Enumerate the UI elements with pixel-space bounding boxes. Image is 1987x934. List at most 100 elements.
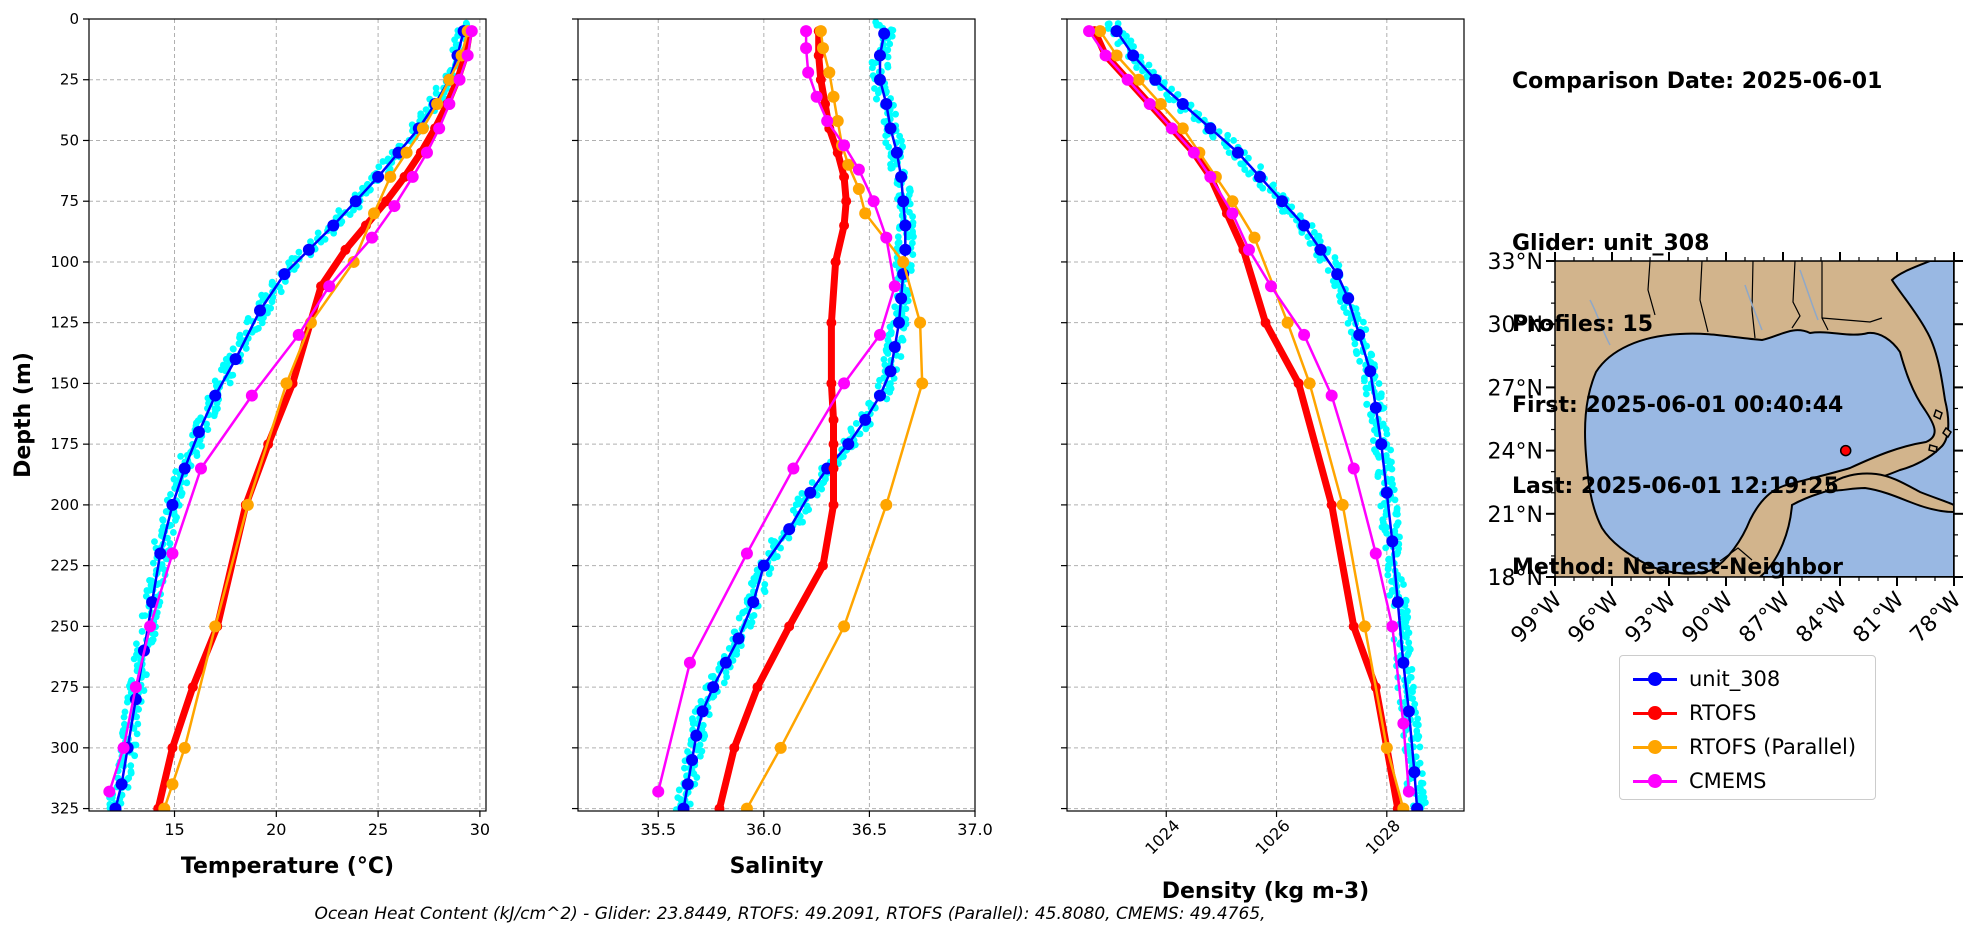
glider-scatter-point (197, 414, 205, 422)
glider-scatter-point (143, 671, 150, 679)
glider-scatter-point (898, 137, 905, 145)
series-point (1149, 73, 1162, 86)
glider-scatter-point (1377, 393, 1385, 401)
map-rivers (1589, 269, 1819, 346)
glider-scatter-point (808, 479, 816, 486)
series-point (1231, 146, 1244, 159)
glider-scatter-point (894, 233, 902, 241)
series-point (800, 25, 813, 38)
x-axis-label: Density (kg m-3) (1162, 879, 1370, 904)
glider-scatter-point (133, 730, 141, 738)
y-tick-label: 200 (50, 496, 79, 514)
glider-scatter-point (235, 340, 243, 348)
glider-scatter-point (335, 207, 343, 214)
series-point (368, 207, 381, 220)
series-line (656, 31, 897, 792)
last-time-text: Last: 2025-06-01 12:19:25 (1512, 474, 1839, 499)
glider-scatter-point (167, 491, 174, 498)
series-point (683, 656, 696, 669)
glider-scatter-point (1245, 170, 1253, 178)
map-gulf-water (1584, 329, 1936, 575)
glider-scatter-point (886, 388, 894, 396)
series-point (254, 304, 267, 317)
series-point (899, 219, 912, 232)
glider-scatter-point (1361, 377, 1368, 385)
legend-label-rtofs: RTOFS (1689, 701, 1757, 725)
glider-scatter-point (158, 527, 166, 535)
series-point (1298, 328, 1311, 341)
series-point (1083, 25, 1096, 38)
glider-scatter-point (884, 61, 892, 69)
glider-scatter-point (1402, 618, 1410, 626)
series-point (880, 98, 893, 111)
glider-scatter-point (203, 420, 211, 428)
map-lat-label: 24°N (1488, 440, 1543, 465)
series-point (1342, 292, 1355, 305)
series-point (828, 499, 839, 510)
series-point (681, 778, 694, 791)
glider-name-text: Glider: unit_308 (1512, 231, 1710, 256)
series-point (209, 620, 222, 633)
glider-scatter-point (805, 506, 813, 514)
glider-scatter-point (1393, 510, 1401, 518)
series-point (817, 560, 828, 571)
glider-scatter-point (1353, 350, 1361, 358)
glider-scatter-point (869, 64, 876, 72)
glider-scatter-point (1416, 743, 1424, 751)
series-point (852, 183, 865, 196)
series-point (707, 681, 720, 694)
series-point (167, 742, 178, 753)
series-point (388, 200, 401, 213)
series-point (349, 195, 362, 208)
glider-scatter-point (1379, 516, 1387, 523)
series-point (465, 25, 478, 38)
axes-frame (577, 18, 976, 812)
glider-scatter-point (909, 251, 917, 258)
y-tick-label: 25 (60, 71, 79, 89)
series-point (884, 365, 897, 378)
glider-scatter-point (1391, 496, 1399, 504)
map-islands (1928, 408, 1952, 453)
series-point (1293, 378, 1304, 389)
glider-scatter-point (1412, 720, 1420, 728)
series-point (1154, 98, 1167, 111)
glider-scatter-point (133, 713, 141, 721)
glider-scatter-point (696, 741, 704, 749)
glider-scatter-point (134, 720, 142, 728)
glider-scatter-point (295, 248, 303, 256)
series-point (828, 463, 839, 474)
series-point (187, 682, 198, 693)
series-line (1091, 29, 1402, 810)
series-point (384, 170, 397, 183)
series-point (340, 244, 351, 255)
series-point (1369, 401, 1382, 414)
series-point (841, 196, 852, 207)
glider-scatter-point (1369, 437, 1377, 445)
glider-scatter-point (226, 379, 234, 387)
glider-scatter-point (1225, 149, 1233, 157)
series-point (178, 462, 191, 475)
series-point (365, 231, 378, 244)
legend-item-cmems: CMEMS (1620, 764, 1875, 798)
y-tick-label: 150 (50, 374, 79, 392)
glider-scatter-point (1337, 298, 1344, 306)
glider-scatter-point (1259, 184, 1267, 192)
glider-scatter-point (131, 752, 139, 760)
series-point (1176, 98, 1189, 111)
glider-scatter-point (874, 89, 882, 97)
glider-scatter-point (1362, 384, 1370, 392)
series-point (1204, 170, 1217, 183)
glider-scatter-point (886, 40, 894, 48)
series-point (899, 243, 912, 256)
series-point (800, 42, 813, 55)
series-point (1176, 122, 1189, 135)
glider-scatter-point (417, 110, 425, 118)
y-tick-label: 325 (50, 800, 79, 818)
series-point (774, 741, 787, 754)
series-point (830, 256, 841, 267)
series-point (859, 207, 872, 220)
glider-scatter-point (379, 158, 387, 165)
glider-scatter-point (177, 492, 185, 499)
legend-swatch-glider (1633, 669, 1677, 689)
glider-scatter-point (151, 538, 158, 546)
